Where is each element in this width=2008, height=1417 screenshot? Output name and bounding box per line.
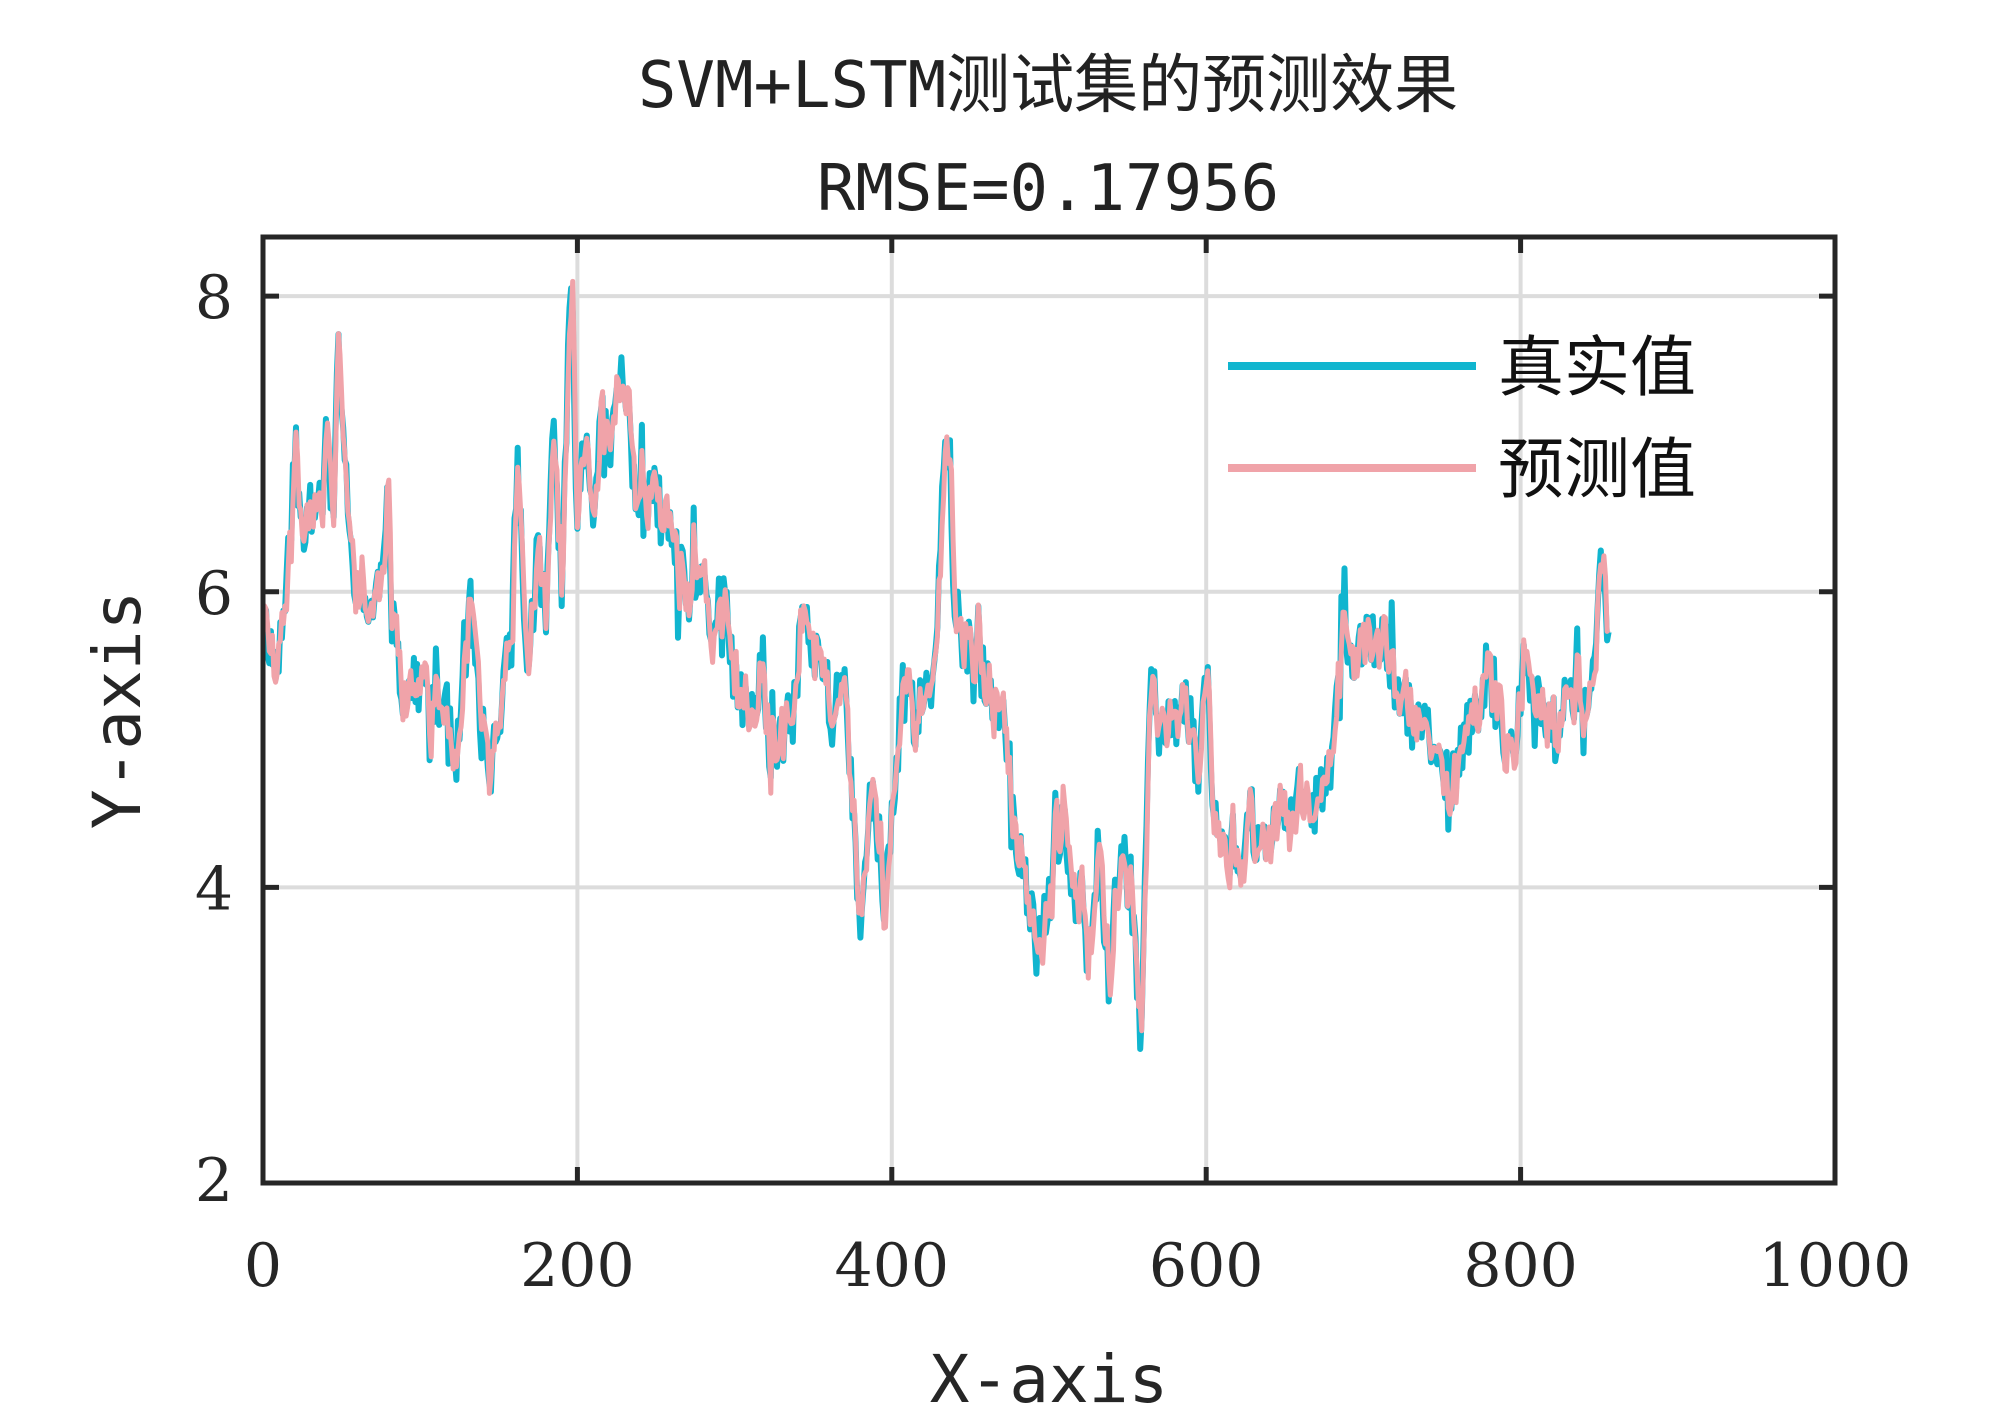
x-tick-label: 200: [520, 1231, 635, 1301]
y-tick-label: 2: [195, 1146, 233, 1216]
tick-marks: [260, 237, 1838, 1186]
x-tick-label: 600: [1149, 1231, 1264, 1301]
axes-box: [260, 234, 1838, 1186]
y-tick-label: 6: [195, 559, 233, 629]
chart-title: SVM+LSTM测试集的预测效果: [638, 49, 1458, 123]
x-tick-label: 400: [835, 1231, 950, 1301]
y-tick-label: 4: [195, 854, 233, 924]
chart-subtitle: RMSE=0.17956: [817, 152, 1279, 226]
x-tick-label: 1000: [1759, 1231, 1912, 1301]
legend-label-actual: 真实值: [1498, 329, 1696, 406]
y-axis-label: Y-axis: [79, 591, 156, 829]
y-tick-labels: 2 4 6 8: [195, 263, 233, 1216]
x-tick-labels: 0 200 400 600 800 1000: [244, 1231, 1911, 1301]
series-layer: [260, 278, 1612, 1052]
x-axis-label: X-axis: [930, 1341, 1168, 1417]
legend-label-predicted: 预测值: [1498, 431, 1696, 508]
series-predicted-line: [260, 278, 1611, 1034]
y-tick-label: 8: [195, 263, 233, 333]
x-tick-label: 800: [1463, 1231, 1578, 1301]
x-tick-label: 0: [244, 1231, 282, 1301]
legend: 真实值 预测值: [1228, 329, 1696, 508]
